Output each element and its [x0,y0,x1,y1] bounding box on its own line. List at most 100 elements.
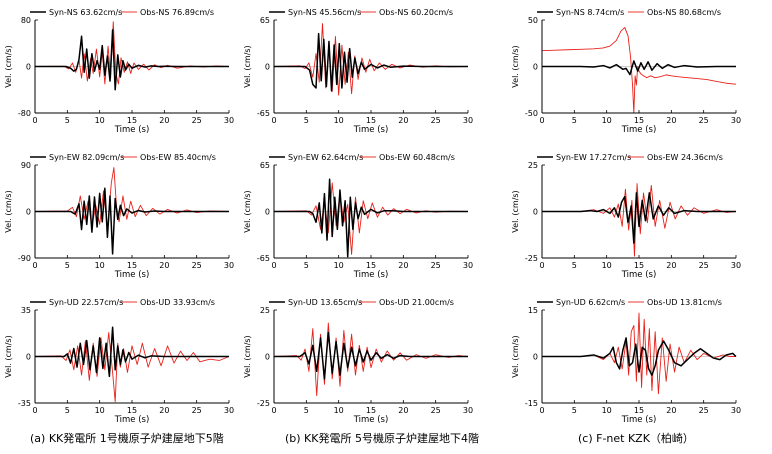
y-tick-label: -90 [18,254,31,263]
y-tick-label: -65 [257,254,270,263]
caption-station-b: (b) KK発電所 5号機原子炉建屋地下4階 [285,432,479,445]
y-tick-label: -25 [257,399,270,408]
x-tick-label: 25 [699,116,709,125]
legend-label: Syn-UD 22.57cm/s [49,298,123,307]
x-tick-label: 20 [398,261,408,270]
x-tick-label: 15 [366,406,376,415]
y-tick-label: 0 [533,63,538,72]
x-tick-label: 25 [192,116,202,125]
legend-label: Obs-EW 24.36cm/s [647,153,723,162]
legend-syn: Syn-NS 63.62cm/s [30,8,122,17]
legend-label: Syn-NS 63.62cm/s [49,8,122,17]
x-tick-label: 5 [65,261,70,270]
x-tick-label: 5 [304,406,309,415]
x-tick-label: 10 [95,406,105,415]
y-tick-label: 15 [528,306,538,315]
x-tick-label: 20 [159,116,169,125]
x-tick-label: 30 [463,261,473,270]
y-axis-label: Vel. (cm/s) [243,335,252,377]
x-tick-label: 30 [731,116,741,125]
legend-label: Obs-UD 33.93cm/s [140,298,215,307]
y-tick-label: -15 [525,399,538,408]
x-tick-label: 25 [699,261,709,270]
caption-station-c: (c) F-net KZK（柏崎） [578,432,694,445]
legend-label: Obs-EW 85.40cm/s [140,153,216,162]
x-tick-label: 20 [159,261,169,270]
x-tick-label: 5 [65,116,70,125]
y-tick-label: 0 [533,353,538,362]
legend-label: Syn-EW 62.64cm/s [288,153,363,162]
legend-label: Obs-NS 76.89cm/s [140,8,214,17]
x-axis-label: Time (s) [621,270,657,280]
x-axis-label: Time (s) [621,125,657,135]
y-tick-label: 25 [528,161,538,170]
series-line-obs [541,26,737,114]
y-tick-label: 0 [533,208,538,217]
y-tick-label: -65 [257,109,270,118]
y-tick-label: 0 [26,208,31,217]
legend-label: Obs-UD 13.81cm/s [647,298,722,307]
legend-label: Syn-NS 8.74cm/s [556,8,624,17]
x-axis-label: Time (s) [353,415,389,425]
y-tick-label: 0 [265,63,270,72]
y-tick-label: -25 [525,254,538,263]
legend-obs: Obs-EW 85.40cm/s [121,153,216,162]
y-axis-label: Vel. (cm/s) [243,45,252,87]
series-line-syn [542,337,737,376]
series-line-obs [34,167,230,231]
x-tick-label: 30 [224,406,234,415]
y-tick-label: -50 [525,109,538,118]
y-axis-label: Vel. (cm/s) [4,190,13,232]
x-tick-label: 20 [666,116,676,125]
x-tick-label: 5 [304,116,309,125]
series-line-obs [542,183,737,257]
series-line-obs [542,312,736,395]
legend-syn: Syn-UD 13.65cm/s [269,298,362,307]
x-tick-label: 0 [539,116,544,125]
legend-label: Obs-EW 60.48cm/s [379,153,455,162]
y-axis-label: Vel. (cm/s) [4,335,13,377]
legend-obs: Obs-NS 60.20cm/s [360,8,453,17]
legend-obs: Obs-NS 76.89cm/s [121,8,214,17]
y-tick-label: 0 [26,63,31,72]
x-tick-label: 10 [602,116,612,125]
x-tick-label: 15 [127,406,137,415]
legend-label: Obs-UD 21.00cm/s [379,298,454,307]
legend-obs: Obs-UD 33.93cm/s [121,298,215,307]
x-tick-label: 10 [334,116,344,125]
legend-syn: Syn-NS 45.56cm/s [269,8,361,17]
x-tick-label: 0 [271,406,276,415]
series-line-syn [274,331,468,380]
x-tick-label: 0 [539,261,544,270]
x-tick-label: 20 [666,261,676,270]
y-tick-label: 65 [260,161,270,170]
x-tick-label: 0 [271,116,276,125]
legend-syn: Syn-EW 62.64cm/s [269,153,363,162]
x-tick-label: 10 [95,261,105,270]
x-tick-label: 30 [731,261,741,270]
legend-obs: Obs-EW 60.48cm/s [360,153,455,162]
y-axis-label: Vel. (cm/s) [511,45,520,87]
x-tick-label: 20 [666,406,676,415]
x-tick-label: 15 [634,116,644,125]
x-tick-label: 10 [602,261,612,270]
legend-syn: Syn-UD 6.62cm/s [537,298,625,307]
x-tick-label: 0 [539,406,544,415]
legend-syn: Syn-NS 8.74cm/s [537,8,624,17]
y-axis-label: Vel. (cm/s) [511,190,520,232]
x-tick-label: 10 [334,261,344,270]
y-tick-label: -80 [18,109,31,118]
x-tick-label: 10 [95,116,105,125]
x-tick-label: 0 [32,116,37,125]
x-tick-label: 30 [463,116,473,125]
legend-obs: Obs-NS 80.68cm/s [628,8,721,17]
x-tick-label: 5 [304,261,309,270]
x-tick-label: 25 [192,406,202,415]
legend-label: Obs-NS 80.68cm/s [647,8,721,17]
